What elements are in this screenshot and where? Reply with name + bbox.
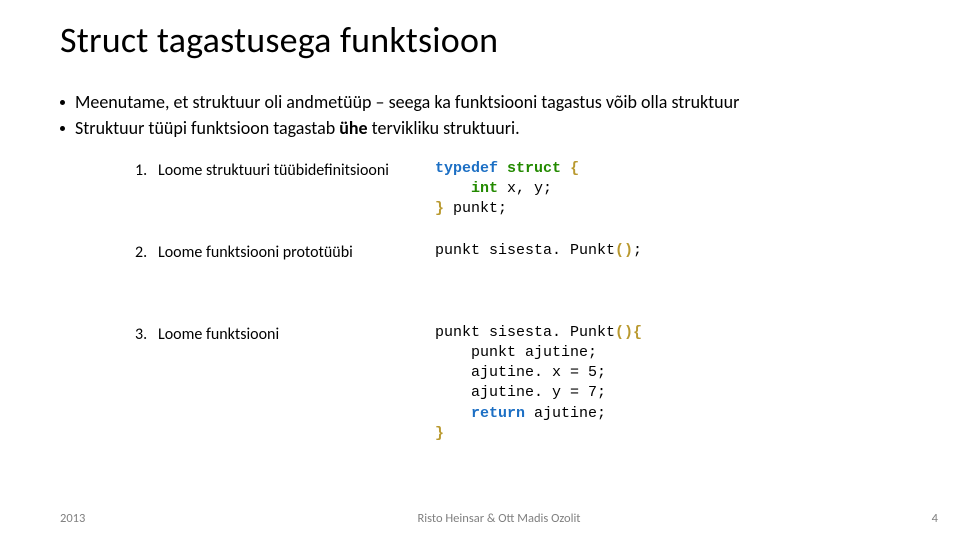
code-span: punkt ajutine; bbox=[435, 344, 597, 361]
code-span: punkt sisesta. Punkt bbox=[435, 242, 615, 259]
code-block: typedef struct { int x, y; } punkt; bbox=[435, 159, 900, 220]
step-row: 2. Loome funktsiooni prototüübi punkt si… bbox=[135, 241, 900, 311]
step-text: Loome funktsiooni prototüübi bbox=[158, 243, 353, 262]
footer-authors: Risto Heinsar & Ott Madis Ozolit bbox=[140, 511, 858, 526]
code-brace: { bbox=[570, 160, 579, 177]
step-label: 3. Loome funktsiooni bbox=[135, 323, 435, 344]
bullet-text: Meenutame, et struktuur oli andmetüüp – … bbox=[75, 90, 739, 114]
footer-page-number: 4 bbox=[858, 511, 938, 526]
bullet-text-bold: ühe bbox=[339, 117, 367, 139]
step-label: 1. Loome struktuuri tüübidefinitsiooni bbox=[135, 159, 435, 180]
code-keyword: return bbox=[471, 405, 525, 422]
code-span bbox=[561, 160, 570, 177]
code-keyword: typedef bbox=[435, 160, 498, 177]
bullet-text: Struktuur tüüpi funktsioon tagastab ühe … bbox=[75, 116, 520, 140]
code-span: x, y; bbox=[498, 180, 552, 197]
code-keyword: int bbox=[471, 180, 498, 197]
code-block: punkt sisesta. Punkt(); bbox=[435, 241, 900, 261]
bullet-text-part: tervikliku struktuuri. bbox=[368, 117, 520, 139]
step-number: 3. bbox=[135, 325, 147, 344]
step-text bbox=[151, 243, 158, 262]
step-text bbox=[151, 325, 158, 344]
step-text bbox=[151, 161, 158, 180]
code-paren: () bbox=[615, 242, 633, 259]
code-span: punkt sisesta. Punkt bbox=[435, 324, 615, 341]
code-span: ajutine. y = 7; bbox=[435, 384, 606, 401]
code-span bbox=[498, 160, 507, 177]
step-label: 2. Loome funktsiooni prototüübi bbox=[135, 241, 435, 262]
step-number: 2. bbox=[135, 243, 147, 262]
step-number: 1. bbox=[135, 161, 147, 180]
code-brace: } bbox=[435, 425, 444, 442]
footer-year: 2013 bbox=[60, 511, 140, 526]
code-span bbox=[435, 180, 471, 197]
code-block: punkt sisesta. Punkt(){ punkt ajutine; a… bbox=[435, 323, 900, 445]
step-row: 3. Loome funktsiooni punkt sisesta. Punk… bbox=[135, 323, 900, 445]
bullet-list: Meenutame, et struktuur oli andmetüüp – … bbox=[60, 90, 900, 141]
slide: Struct tagastusega funktsioon Meenutame,… bbox=[0, 0, 960, 540]
bullet-item: Meenutame, et struktuur oli andmetüüp – … bbox=[60, 90, 900, 114]
step-text: Loome funktsiooni bbox=[158, 325, 279, 344]
code-span: ajutine. x = 5; bbox=[435, 364, 606, 381]
code-span: punkt; bbox=[444, 200, 507, 217]
step-row: 1. Loome struktuuri tüübidefinitsiooni t… bbox=[135, 159, 900, 229]
bullet-item: Struktuur tüüpi funktsioon tagastab ühe … bbox=[60, 116, 900, 140]
code-span bbox=[435, 405, 471, 422]
slide-footer: 2013 Risto Heinsar & Ott Madis Ozolit 4 bbox=[0, 511, 960, 526]
bullet-dot-icon bbox=[60, 126, 65, 131]
code-keyword: struct bbox=[507, 160, 561, 177]
step-text: Loome struktuuri tüübidefinitsiooni bbox=[158, 161, 389, 180]
code-brace: (){ bbox=[615, 324, 642, 341]
code-brace: } bbox=[435, 200, 444, 217]
bullet-dot-icon bbox=[60, 100, 65, 105]
code-span: ; bbox=[633, 242, 642, 259]
code-span: ajutine; bbox=[525, 405, 606, 422]
bullet-text-part: Struktuur tüüpi funktsioon tagastab bbox=[75, 117, 339, 139]
slide-title: Struct tagastusega funktsioon bbox=[60, 18, 900, 62]
steps-grid: 1. Loome struktuuri tüübidefinitsiooni t… bbox=[135, 159, 900, 445]
